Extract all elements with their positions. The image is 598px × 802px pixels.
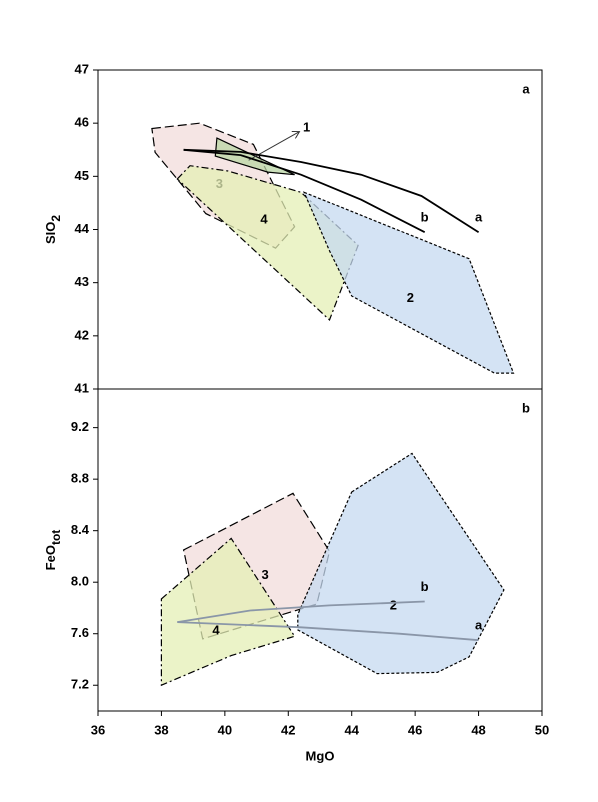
y-tick-label: 41 <box>75 380 89 395</box>
y-tick-label: 46 <box>75 115 89 130</box>
y-axis-label-main: SIO <box>43 222 58 244</box>
x-tick-label: 38 <box>154 722 168 737</box>
plot-frame <box>97 388 543 712</box>
line-label: a <box>475 210 483 225</box>
x-tick-label: 42 <box>281 722 295 737</box>
trend-line <box>183 148 480 233</box>
region-label: 2 <box>390 597 397 612</box>
y-tick-label: 9.2 <box>71 419 89 434</box>
panel-label: b <box>522 400 530 415</box>
trend-line <box>183 148 426 234</box>
y-tick-label: 45 <box>75 168 89 183</box>
x-tick-label: 50 <box>535 722 549 737</box>
y-axis-label: FeOtot <box>43 530 63 571</box>
x-axis-label: MgO <box>306 748 335 763</box>
y-tick-label: 7.2 <box>71 677 89 692</box>
region <box>302 191 515 374</box>
x-tick-label: 46 <box>408 722 422 737</box>
region <box>160 537 296 687</box>
region-label: 4 <box>260 212 268 227</box>
x-tick-label: 44 <box>344 722 359 737</box>
trend-line <box>177 600 425 623</box>
panel-label: a <box>522 81 530 96</box>
y-tick-label: 44 <box>75 221 90 236</box>
region-label: 2 <box>407 290 414 305</box>
y-axis-label: SIO2 <box>43 215 63 244</box>
x-tick-label: 48 <box>471 722 485 737</box>
y-axis-label-sub: tot <box>49 530 63 545</box>
region-label: 3 <box>262 567 269 582</box>
y-tick-label: 8.8 <box>71 471 89 486</box>
y-axis-label-sub: 2 <box>49 215 63 222</box>
region-label: 1 <box>303 119 310 134</box>
y-tick-label: 43 <box>75 274 89 289</box>
region <box>297 452 505 675</box>
y-tick-label: 7.6 <box>71 625 89 640</box>
line-label: b <box>421 579 429 594</box>
y-axis-label-main: FeO <box>43 545 58 570</box>
y-tick-label: 8.4 <box>71 522 90 537</box>
region-label: 4 <box>212 622 220 637</box>
line-label: b <box>421 210 429 225</box>
trend-line <box>177 621 479 642</box>
leader-arrow <box>248 132 299 161</box>
y-tick-label: 42 <box>75 327 89 342</box>
x-tick-label: 40 <box>218 722 232 737</box>
line-label: a <box>475 618 483 633</box>
x-tick-label: 36 <box>91 722 105 737</box>
y-tick-label: 47 <box>75 61 89 76</box>
y-tick-label: 8.0 <box>71 574 89 589</box>
